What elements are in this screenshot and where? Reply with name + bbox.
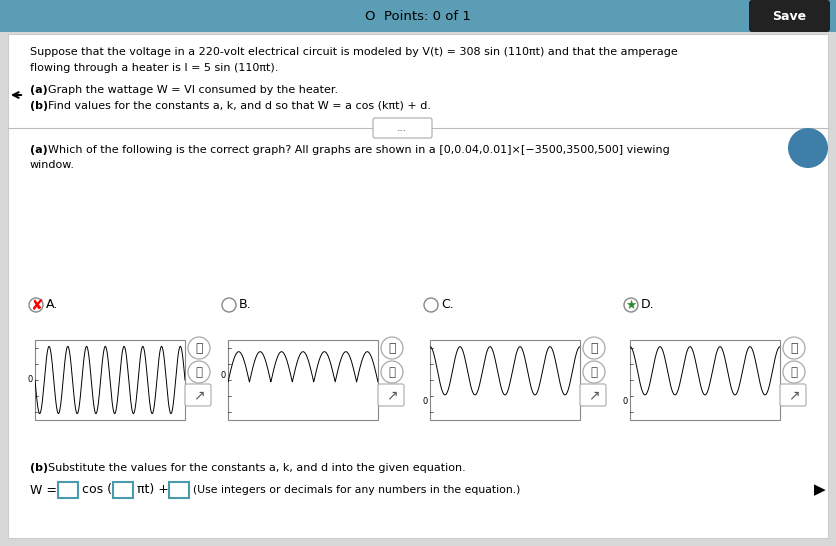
- Circle shape: [424, 298, 438, 312]
- Text: ↗: ↗: [386, 388, 398, 402]
- FancyBboxPatch shape: [113, 482, 133, 498]
- Text: 🔍: 🔍: [388, 341, 395, 354]
- Text: (a): (a): [30, 85, 48, 95]
- Circle shape: [783, 361, 805, 383]
- Circle shape: [783, 337, 805, 359]
- Text: O  Points: 0 of 1: O Points: 0 of 1: [365, 9, 471, 22]
- FancyBboxPatch shape: [169, 482, 189, 498]
- Text: (b): (b): [30, 101, 48, 111]
- Circle shape: [583, 337, 605, 359]
- Text: πt) +: πt) +: [137, 484, 169, 496]
- Text: 🔎: 🔎: [196, 365, 202, 378]
- Circle shape: [624, 298, 638, 312]
- Text: 🔍: 🔍: [590, 341, 598, 354]
- Text: ▶: ▶: [814, 483, 826, 497]
- FancyBboxPatch shape: [185, 384, 211, 406]
- Text: (Use integers or decimals for any numbers in the equation.): (Use integers or decimals for any number…: [193, 485, 520, 495]
- Text: Which of the following is the correct graph? All graphs are shown in a [0,0.04,0: Which of the following is the correct gr…: [48, 145, 670, 155]
- Text: B.: B.: [239, 299, 252, 312]
- Text: ↗: ↗: [193, 388, 205, 402]
- FancyBboxPatch shape: [0, 0, 836, 32]
- Text: flowing through a heater is I = 5 sin (110πt).: flowing through a heater is I = 5 sin (1…: [30, 63, 278, 73]
- FancyBboxPatch shape: [430, 340, 580, 420]
- Circle shape: [188, 337, 210, 359]
- Text: Save: Save: [772, 9, 806, 22]
- FancyBboxPatch shape: [228, 340, 378, 420]
- Text: 🔎: 🔎: [590, 365, 598, 378]
- Text: Graph the wattage W = VI consumed by the heater.: Graph the wattage W = VI consumed by the…: [48, 85, 338, 95]
- Text: 🔍: 🔍: [790, 341, 798, 354]
- Circle shape: [788, 128, 828, 168]
- FancyBboxPatch shape: [580, 384, 606, 406]
- FancyBboxPatch shape: [749, 0, 830, 32]
- FancyBboxPatch shape: [780, 384, 806, 406]
- FancyBboxPatch shape: [58, 482, 78, 498]
- Text: Find values for the constants a, k, and d so that W = a cos (kπt) + d.: Find values for the constants a, k, and …: [48, 101, 431, 111]
- Text: cos (: cos (: [82, 484, 112, 496]
- FancyBboxPatch shape: [630, 340, 780, 420]
- Text: Substitute the values for the constants a, k, and d into the given equation.: Substitute the values for the constants …: [48, 463, 466, 473]
- Text: 0: 0: [623, 397, 628, 406]
- FancyBboxPatch shape: [8, 34, 828, 538]
- FancyBboxPatch shape: [373, 118, 432, 138]
- Text: 0: 0: [423, 397, 428, 406]
- Text: window.: window.: [30, 160, 75, 170]
- FancyBboxPatch shape: [35, 340, 185, 420]
- Circle shape: [381, 337, 403, 359]
- Text: C.: C.: [441, 299, 454, 312]
- Text: (b): (b): [30, 463, 48, 473]
- Text: A.: A.: [46, 299, 59, 312]
- Text: 🔍: 🔍: [196, 341, 203, 354]
- Circle shape: [222, 298, 236, 312]
- Circle shape: [29, 298, 43, 312]
- Text: ↗: ↗: [589, 388, 599, 402]
- Text: 0: 0: [28, 376, 33, 384]
- Text: 🔎: 🔎: [389, 365, 395, 378]
- Text: ★: ★: [625, 299, 637, 312]
- Text: ↗: ↗: [788, 388, 800, 402]
- Circle shape: [188, 361, 210, 383]
- Text: 🔎: 🔎: [791, 365, 798, 378]
- Text: Suppose that the voltage in a 220-volt electrical circuit is modeled by V(t) = 3: Suppose that the voltage in a 220-volt e…: [30, 47, 678, 57]
- FancyBboxPatch shape: [378, 384, 404, 406]
- Circle shape: [381, 361, 403, 383]
- Text: ✘: ✘: [29, 298, 43, 312]
- Text: ...: ...: [397, 123, 407, 133]
- Circle shape: [583, 361, 605, 383]
- Text: 0: 0: [221, 371, 226, 381]
- Text: (a): (a): [30, 145, 48, 155]
- Text: D.: D.: [641, 299, 655, 312]
- Text: W =: W =: [30, 484, 57, 496]
